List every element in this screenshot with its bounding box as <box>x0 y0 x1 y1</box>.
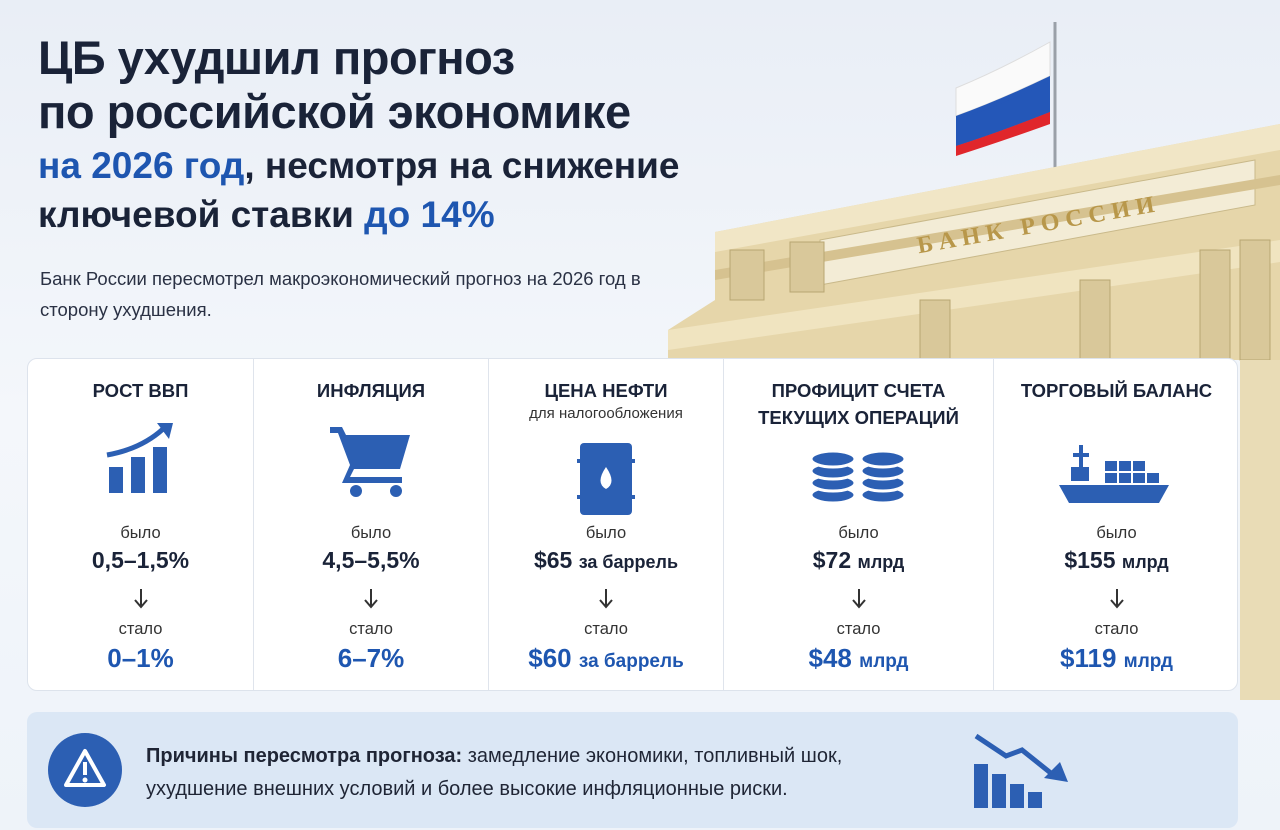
down-arrow <box>364 589 378 609</box>
before-value: $72 млрд <box>724 547 993 574</box>
before-label: было <box>838 524 879 542</box>
unit: за баррель <box>578 651 684 672</box>
after-value: $60 за баррель <box>489 643 723 674</box>
title-highlight: до 14% <box>364 194 495 235</box>
title-line: ключевой ставки до 14% <box>38 193 495 237</box>
unit: за баррель <box>578 552 679 572</box>
unit: млрд <box>1123 651 1173 672</box>
value: $119 <box>1060 643 1117 673</box>
after-value: 6–7% <box>254 643 488 674</box>
title-highlight: на 2026 год <box>38 145 245 186</box>
title-line: на 2026 год, несмотря на снижение <box>38 144 679 188</box>
value: $48 <box>808 643 852 673</box>
title-line: ЦБ ухудшил прогноз <box>38 31 515 84</box>
cart-icon <box>330 427 410 497</box>
before-value: $155 млрд <box>994 547 1239 574</box>
growth-icon <box>106 423 173 493</box>
card: ЦЕНА НЕФТИ для налогообложения было $65 за … <box>488 359 723 690</box>
card: ТОРГОВЫЙ БАЛАНС было $155 млрд стало $119 мл… <box>993 359 1239 690</box>
reasons-text: Причины пересмотра прогноза: замедление … <box>146 740 936 806</box>
unit: млрд <box>859 651 909 672</box>
unit: млрд <box>857 552 905 572</box>
arrow <box>851 587 867 614</box>
value: 0,5–1,5% <box>91 547 190 573</box>
card-title: ТОРГОВЫЙ БАЛАНС <box>1020 380 1213 401</box>
reasons-panel <box>27 712 1238 828</box>
arrow <box>598 587 614 614</box>
arrow <box>1109 587 1125 614</box>
card-title: ПРОФИЦИТ СЧЕТА ТЕКУЩИХ ОПЕРАЦИЙ <box>758 380 959 428</box>
before-value: 0,5–1,5% <box>28 547 253 574</box>
coins-icon <box>809 449 906 505</box>
down-arrow <box>851 589 866 609</box>
after-label: стало <box>584 620 628 638</box>
ship-icon <box>1058 445 1169 503</box>
card: ПРОФИЦИТ СЧЕТА ТЕКУЩИХ ОПЕРАЦИЙ было $72 м… <box>723 359 993 690</box>
subtitle: Банк России пересмотрел макроэкономическ… <box>40 268 641 320</box>
after-value: $119 млрд <box>994 643 1239 674</box>
value: 0–1% <box>107 643 174 673</box>
value: 4,5–5,5% <box>322 547 420 573</box>
value: $60 <box>528 643 572 673</box>
cards-panel: РОСТ ВВП было 0,5–1,5% стало 0–1% ИНФЛЯЦИЯ бы… <box>27 358 1238 691</box>
after-label: стало <box>836 620 881 638</box>
before-value: $65 за баррель <box>489 547 723 574</box>
value: $72 <box>812 547 852 573</box>
warning-icon <box>48 733 122 807</box>
down-arrow <box>599 589 613 609</box>
reasons-list: замедление экономики, топливный шок, уху… <box>146 745 843 800</box>
after-value: 0–1% <box>28 643 253 674</box>
reasons-label: Причины пересмотра прогноза: <box>146 745 463 767</box>
down-arrow <box>1109 589 1124 609</box>
after-label: стало <box>118 620 163 638</box>
after-value: $48 млрд <box>724 643 993 674</box>
value: 6–7% <box>337 643 405 673</box>
before-label: было <box>120 524 161 542</box>
before-label: было <box>585 524 627 542</box>
arrow <box>133 587 149 614</box>
card-title: ИНФЛЯЦИЯ <box>316 380 426 401</box>
down-arrow <box>133 589 148 609</box>
after-label: стало <box>349 620 393 638</box>
after-label: стало <box>1094 620 1139 638</box>
before-label: было <box>1096 524 1137 542</box>
value: $65 <box>533 547 573 573</box>
title-text: ключевой ставки <box>38 194 365 235</box>
title-text: , несмотря на снижение <box>244 145 680 186</box>
value: $155 <box>1064 547 1116 573</box>
barrel-icon <box>577 443 635 515</box>
decline-icon <box>974 733 1068 808</box>
card-title: РОСТ ВВП <box>92 380 189 401</box>
title-line: по российской экономике <box>38 85 631 138</box>
card: РОСТ ВВП было 0,5–1,5% стало 0–1% <box>28 359 253 690</box>
card-title: ЦЕНА НЕФТИ <box>544 380 668 401</box>
card: ИНФЛЯЦИЯ было 4,5–5,5% стало 6–7% <box>253 359 488 690</box>
before-label: было <box>350 524 392 542</box>
unit: млрд <box>1121 552 1169 572</box>
card-subtitle: для налогообложения <box>529 405 683 422</box>
arrow <box>363 587 379 614</box>
building-illustration: БАНК РОССИИ <box>668 22 1280 700</box>
before-value: 4,5–5,5% <box>254 547 488 574</box>
